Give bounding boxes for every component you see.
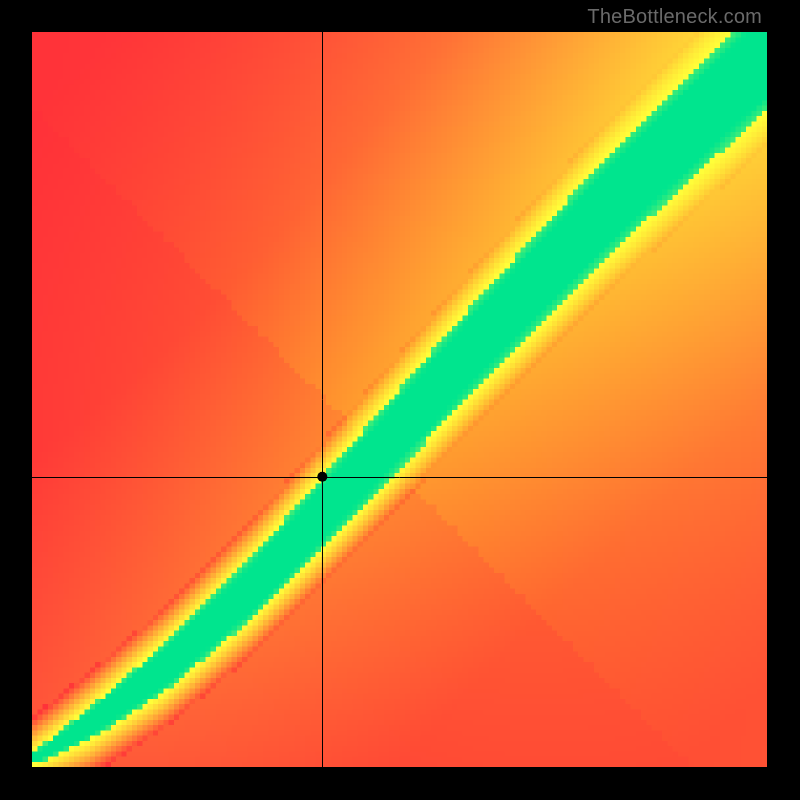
heatmap-canvas <box>32 32 767 767</box>
heatmap-plot <box>32 32 767 767</box>
watermark-text: TheBottleneck.com <box>587 6 762 29</box>
